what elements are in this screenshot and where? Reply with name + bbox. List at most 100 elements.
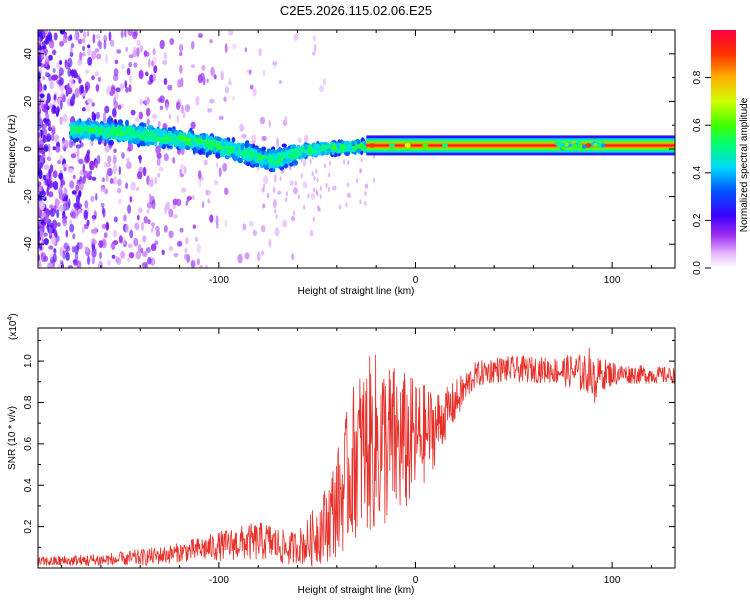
spectrogram-cell [339,149,345,154]
spectrogram-cell [52,219,58,230]
spectrogram-cell [262,203,266,209]
spectrogram-cell [127,258,130,263]
spectrogram-ylabel: Frequency (Hz) [7,115,18,184]
spectrogram-cell [168,114,172,119]
spectrogram-cell [258,48,263,57]
spectrogram-cell [240,143,244,151]
spectrogram-cell [263,158,269,166]
spectrogram-cell [65,252,70,261]
spectrogram-cell [45,99,49,108]
colorbar-ticks: 0.0 0.2 0.4 0.6 0.8 [692,70,711,275]
spectrogram-cell [138,111,143,120]
snr-multiplier-close: ) [8,313,19,316]
spectrogram-cell [343,159,345,165]
spectrogram-cell [348,193,351,198]
spectrogram-cell [116,257,122,266]
spectrogram-cell [87,44,91,49]
spectrogram-cell [190,121,196,130]
spectrogram-cell [150,228,154,233]
spectrogram-cell [48,149,52,160]
spectrogram-cell [313,43,317,52]
spectrogram-cell [255,153,261,158]
spectrogram-cell [127,142,134,152]
spectrogram-cell [154,176,158,185]
spectrogram-cell [95,84,100,92]
spectrogram-cell [150,176,154,186]
spectrogram-cell [111,254,116,259]
spectrogram-cell [267,193,270,198]
spectrogram-cell [186,139,192,146]
spectrogram-cell [44,30,48,35]
snr-ytick-label: 0.2 [23,519,34,533]
spectrogram-cell [257,252,261,262]
spectrogram-cell [110,39,115,47]
spectrogram-cell [223,96,227,102]
spectrogram-cell [81,52,86,57]
spectrogram-cell [359,168,362,174]
spectrogram-cell [561,146,566,150]
spectrogram-cell [184,247,188,253]
spectrogram-cell [69,223,75,233]
spectrogram-cell [237,253,243,264]
spectrogram-cell [179,64,183,74]
spectrogram-cell [179,43,184,53]
spectrogram-cell [140,247,144,254]
spectrogram-cell [73,174,76,180]
spectrogram-cell [88,127,95,133]
spectrogram-cell [289,180,294,186]
spectrogram-cell [42,107,47,113]
spectrogram-cell [231,137,236,143]
spectrogram-cell [113,96,117,105]
snr-xtick-label: 100 [604,575,621,586]
spectrogram-cell [82,107,86,112]
spectrogram-cell [158,130,163,138]
spectrogram-cell [48,191,54,198]
spectrogram-cell [102,117,107,123]
spectrogram-cell [313,187,315,193]
spectrogram-cell [207,136,214,140]
spectrogram-cell [68,78,74,88]
spectrogram-cell [133,30,139,37]
spectrogram-cell [75,195,80,204]
snr-multiplier: (x104) [7,313,19,340]
spectrogram-ytick-label: -40 [23,237,34,252]
spectrogram-cell [564,142,569,147]
spectrogram-cell [273,173,277,183]
spectrogram-cell [184,145,191,150]
spectrogram-cell [236,142,241,147]
spectrogram-cell [44,71,48,77]
spectrogram-cell [107,260,111,266]
spectrogram-cell [142,166,147,177]
spectrogram-cell [146,209,150,214]
spectrogram-cell [81,176,86,184]
spectrogram-cell [86,150,90,159]
spectrogram-cell [234,146,240,152]
spectrogram-cell [273,187,276,193]
spectrogram-cell [241,133,247,139]
spectrogram-cell [56,209,60,219]
spectrogram-cell [364,200,367,206]
spectrogram-cell [38,54,42,60]
spectrogram-cell [61,84,64,94]
spectrogram-cell [163,78,168,85]
spectrogram-cell [318,207,321,213]
spectrogram-cell [53,205,57,213]
snr-series-line [38,347,675,568]
spectrogram-cell [309,229,314,237]
spectrogram-cell [97,136,102,143]
spectrogram-cell [201,64,206,71]
spectrogram-cell [252,88,257,97]
spectrogram-cell [45,55,49,63]
spectrogram-cell [80,129,83,137]
spectrogram-cell [276,148,282,153]
snr-ylabel: SNR (10 * v/v) [7,406,18,470]
spectrogram-cell [207,198,211,204]
colorbar-tick-label: 0.0 [692,261,703,275]
spectrogram-cell [61,140,65,148]
spectrogram-cell [153,65,158,74]
spectrogram-cell [302,181,308,189]
spectrogram-cell [62,94,66,103]
spectrogram-cell [422,143,429,148]
spectrogram-cell [43,128,48,136]
spectrogram-cell [145,71,149,77]
